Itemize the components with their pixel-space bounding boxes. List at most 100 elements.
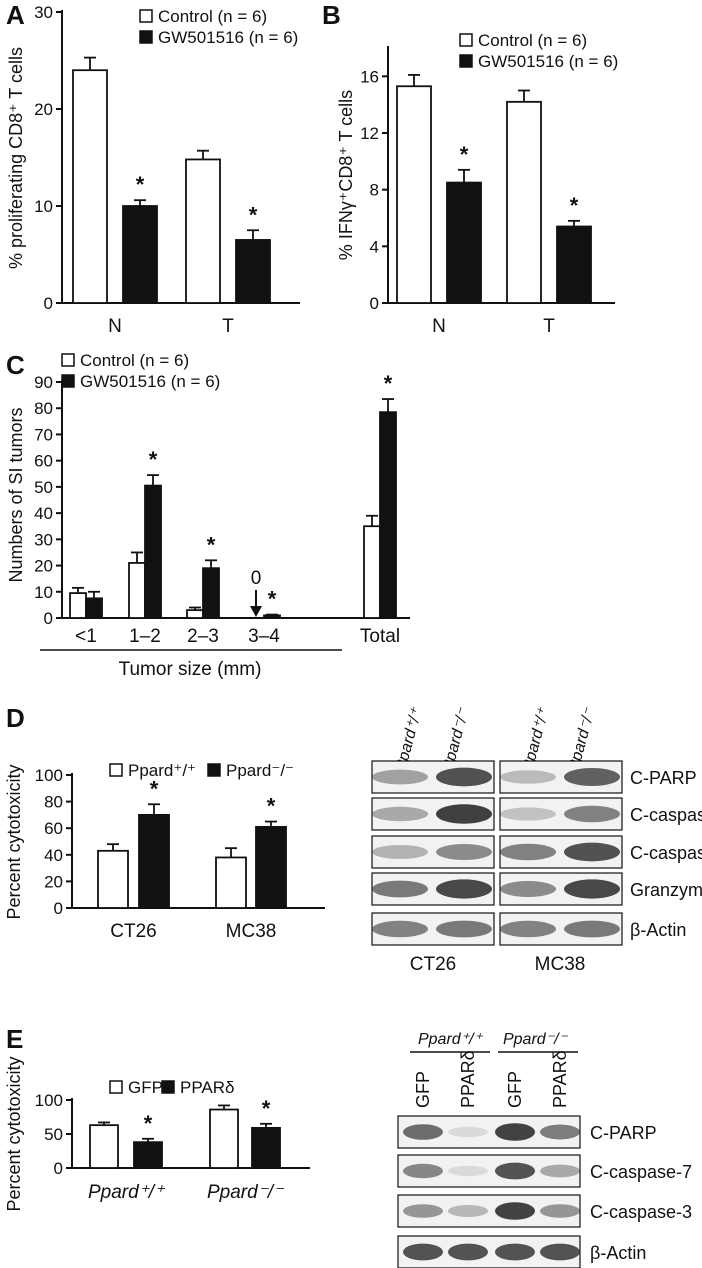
legend-label: Ppard⁻/⁻: [226, 761, 294, 780]
y-tick-label: 20: [34, 100, 53, 119]
bar-treated: [556, 225, 592, 304]
blot-cell-line-label: MC38: [535, 954, 586, 975]
significance-star: *: [268, 587, 277, 612]
y-tick-label: 0: [370, 294, 379, 313]
category-label: 3–4: [248, 626, 280, 647]
legend-label: GW501516 (n = 6): [158, 28, 298, 47]
legend-swatch: [109, 1080, 123, 1094]
blot-band: [403, 1243, 443, 1261]
legend-swatch: [459, 33, 473, 47]
bar-control: [396, 85, 432, 304]
bar-treated: [122, 205, 158, 304]
bar-control: [185, 158, 221, 304]
y-tick-label: 60: [34, 452, 53, 471]
bar-control: [215, 856, 247, 909]
blot-band: [372, 806, 428, 822]
y-tick-label: 8: [370, 181, 379, 200]
blot-band: [495, 1162, 535, 1180]
blot-band: [436, 920, 492, 938]
bar-treated: [446, 181, 482, 304]
significance-star: *: [384, 371, 393, 396]
significance-star: *: [267, 794, 276, 819]
y-tick-label: 60: [44, 819, 63, 838]
category-label: Ppard⁻/⁻: [207, 1182, 285, 1203]
blot-lane-label: PPARδ: [458, 1050, 478, 1108]
annotation-arrowhead: [250, 606, 262, 617]
chart-b: 0 4 8 12 16% IFNγ⁺CD8⁺ T cells * N * T Control (n…: [336, 31, 618, 337]
category-label: N: [108, 316, 122, 337]
legend-label: Control (n = 6): [80, 351, 189, 370]
y-tick-label: 12: [360, 124, 379, 143]
significance-star: *: [149, 447, 158, 472]
significance-star: *: [136, 172, 145, 197]
bar-control: [69, 592, 87, 619]
blot-row-label: C-PARP: [630, 768, 697, 788]
bar-treated: [202, 567, 220, 619]
blot-band: [372, 769, 428, 785]
legend-label: Ppard⁺/⁺: [128, 761, 196, 780]
panel-letter-b: B: [322, 0, 341, 30]
category-label: <1: [75, 626, 97, 647]
chart-a: 0 10 20 30 % proliferating CD8⁺ T cells * N * T C…: [6, 3, 300, 337]
blot-band: [540, 1164, 580, 1178]
blot-band: [372, 880, 428, 898]
bar-treated: [133, 1141, 163, 1169]
blot-band: [448, 1165, 488, 1177]
y-tick-label: 10: [34, 583, 53, 602]
significance-star: *: [144, 1111, 153, 1136]
y-tick-label: 10: [34, 197, 53, 216]
blot-group-label: Ppard⁺/⁺: [418, 1031, 484, 1048]
bar-control: [72, 69, 108, 304]
y-axis-label: % IFNγ⁺CD8⁺ T cells: [336, 90, 356, 260]
blot-band: [436, 767, 492, 787]
bar-treated: [85, 597, 103, 619]
y-axis-label: % proliferating CD8⁺ T cells: [6, 47, 26, 269]
bar-control: [363, 525, 381, 619]
western-blot-e: Ppard⁺/⁺ Ppard⁻/⁻ GFP PPARδ GFP PPARδ C-PARP C-…: [397, 1031, 692, 1268]
annotation-label: 0: [251, 568, 262, 589]
western-blot-d: Ppard⁺/⁺ Ppard⁻/⁻ Ppard⁺/⁺ Ppard⁻/⁻C-PARPC-…: [371, 705, 702, 975]
blot-strip: [397, 1194, 581, 1228]
blot-band: [495, 1243, 535, 1261]
category-label: T: [222, 316, 234, 337]
y-tick-label: 50: [44, 1125, 63, 1144]
y-tick-label: 80: [34, 399, 53, 418]
bar-control: [128, 562, 146, 619]
category-label: CT26: [110, 921, 156, 942]
bar-control: [186, 609, 204, 619]
legend-label: Control (n = 6): [478, 31, 587, 50]
blot-band: [500, 920, 556, 938]
x-axis-label: Tumor size (mm): [119, 659, 262, 680]
bar-treated: [235, 239, 271, 304]
blot-band: [372, 845, 428, 859]
blot-band: [403, 1204, 443, 1218]
blot-row-label: C-caspase-7: [630, 805, 702, 825]
blot-band: [500, 807, 556, 821]
legend-swatch: [139, 9, 153, 23]
blot-band: [436, 879, 492, 899]
y-tick-label: 0: [44, 294, 53, 313]
y-tick-label: 40: [44, 846, 63, 865]
blot-row-label: C-caspase-7: [590, 1162, 692, 1182]
category-label: N: [432, 316, 446, 337]
legend-swatch: [459, 54, 473, 68]
blot-cell-line-label: CT26: [410, 954, 456, 975]
bar-treated: [379, 411, 397, 619]
blot-row-label: C-caspase-3: [590, 1202, 692, 1222]
blot-band: [564, 879, 620, 899]
bar-control: [97, 849, 129, 909]
legend-swatch: [61, 374, 75, 388]
blot-band: [540, 1243, 580, 1261]
blot-band: [372, 920, 428, 938]
blot-band: [500, 770, 556, 784]
chart-d: 0 20 40 60 80 100 Percent cytotoxicity * CT26 * MC…: [4, 761, 325, 942]
y-tick-label: 16: [360, 67, 379, 86]
y-tick-label: 40: [34, 504, 53, 523]
panel-letter-a: A: [6, 0, 25, 30]
category-label: 1–2: [129, 626, 161, 647]
legend-swatch: [61, 353, 75, 367]
blot-band: [500, 843, 556, 861]
blot-lane-label: PPARδ: [550, 1050, 570, 1108]
legend-label: PPARδ: [180, 1078, 235, 1097]
